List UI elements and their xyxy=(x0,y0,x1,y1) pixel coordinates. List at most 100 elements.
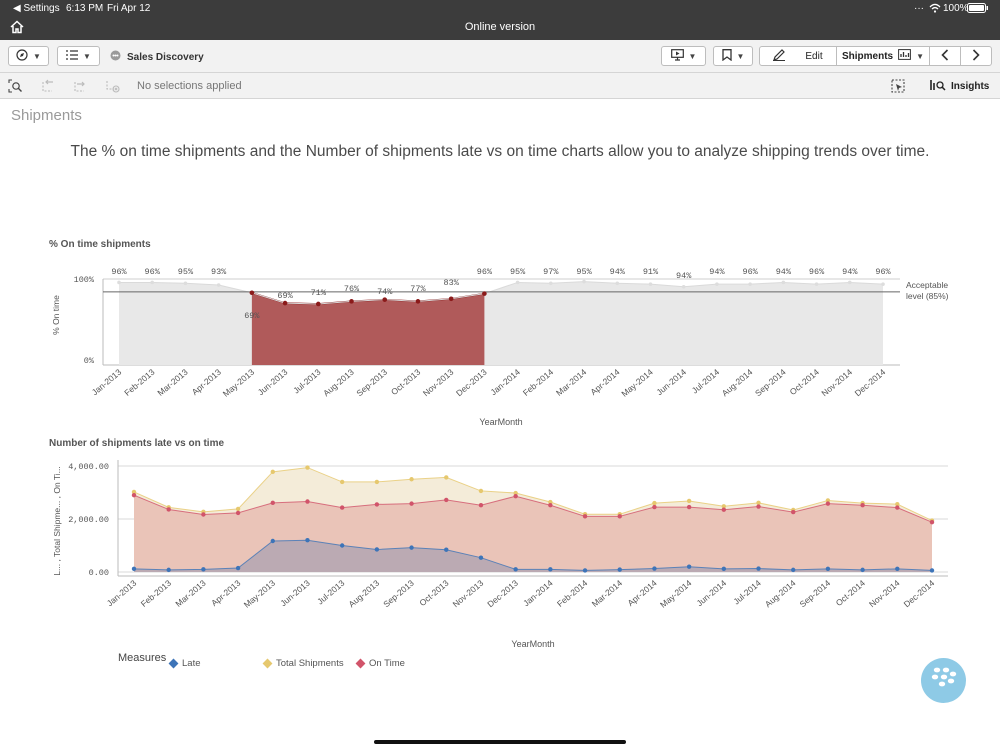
x-tick-label: Jan-2013 xyxy=(90,367,124,398)
point-total-shipments xyxy=(444,475,449,480)
insights-button[interactable]: Insights xyxy=(930,79,989,94)
data-point xyxy=(415,299,421,304)
navigation-menu-button[interactable]: ▼ xyxy=(8,46,49,66)
x-tick-label: Jun-2014 xyxy=(654,367,688,398)
presentation-icon xyxy=(670,48,684,64)
x-tick-label: Apr-2014 xyxy=(588,367,621,397)
present-button[interactable]: ▼ xyxy=(661,46,706,66)
selections-bar: No selections applied Insights xyxy=(0,73,1000,99)
point-total-shipments xyxy=(374,479,380,485)
x-tick-label: Apr-2014 xyxy=(626,578,659,608)
blackberry-icon xyxy=(930,667,958,694)
x-tick-label: May-2013 xyxy=(242,578,278,610)
app-bar: Online version xyxy=(0,16,1000,40)
pencil-icon xyxy=(773,48,786,64)
point-late xyxy=(478,555,484,560)
step-back-icon[interactable] xyxy=(41,79,55,93)
app-name[interactable]: Sales Discovery xyxy=(110,50,204,64)
point-late xyxy=(444,547,449,552)
point-on-time xyxy=(617,514,622,519)
x-tick-label: Feb-2014 xyxy=(555,578,590,609)
sheet-list-button[interactable]: ▼ xyxy=(57,46,100,66)
legend-marker xyxy=(168,658,179,669)
data-point xyxy=(748,282,752,286)
status-date: Fri Apr 12 xyxy=(107,3,151,14)
more-dots-icon: ··· xyxy=(914,3,924,14)
late-vs-on-time-chart[interactable]: 4,000.00 2,000.00 0.00 L... , Total Shipme.… xyxy=(0,450,1000,655)
y-axis-title: L... , Total Shipme... , On Ti... xyxy=(52,466,62,575)
clear-selections-icon[interactable] xyxy=(106,79,120,93)
y-tick-label: 4,000.00 xyxy=(68,462,109,472)
data-label: 95% xyxy=(178,267,194,277)
data-label: 95% xyxy=(510,267,526,277)
point-on-time xyxy=(548,503,553,508)
data-label: 93% xyxy=(211,267,227,277)
legend-item-on-time[interactable]: On Time xyxy=(355,658,405,669)
selections-tool-icon[interactable] xyxy=(891,79,905,93)
next-sheet-button[interactable] xyxy=(960,46,992,66)
settings-back-link[interactable]: ◀ Settings xyxy=(13,3,60,14)
data-label: 96% xyxy=(145,267,161,277)
data-label: 69% xyxy=(277,291,293,301)
step-forward-icon[interactable] xyxy=(73,79,87,93)
home-icon[interactable] xyxy=(10,20,26,36)
data-point xyxy=(681,284,686,289)
sheet-selector-button[interactable]: Shipments ▼ xyxy=(836,46,930,66)
point-total-shipments xyxy=(235,506,241,512)
point-late xyxy=(131,566,137,572)
point-on-time xyxy=(235,510,241,516)
battery-icon xyxy=(967,3,989,16)
blackberry-button[interactable] xyxy=(921,658,966,703)
x-tick-label: Jul-2013 xyxy=(291,367,323,396)
x-tick-label: Mar-2014 xyxy=(590,578,625,609)
intro-text: The % on time shipments and the Number o… xyxy=(70,143,930,160)
data-label: 69% xyxy=(244,311,260,321)
chevron-down-icon: ▼ xyxy=(33,51,41,61)
app-title: Online version xyxy=(464,21,536,33)
smart-search-icon[interactable] xyxy=(8,79,22,93)
on-time-area-normal xyxy=(119,281,883,365)
legend-item-total-shipments[interactable]: Total Shipments xyxy=(262,658,344,669)
home-indicator[interactable] xyxy=(374,740,626,744)
point-on-time xyxy=(929,519,935,525)
point-on-time xyxy=(270,500,275,506)
point-late xyxy=(513,567,518,572)
data-label: 74% xyxy=(377,287,393,297)
point-late xyxy=(686,564,692,569)
x-tick-label: Oct-2013 xyxy=(417,578,450,608)
x-tick-label: Aug-2014 xyxy=(763,578,798,610)
x-tick-label: Sep-2014 xyxy=(798,578,833,610)
legend-item-late[interactable]: Late xyxy=(168,658,201,669)
previous-sheet-button[interactable] xyxy=(929,46,961,66)
point-late xyxy=(617,567,622,572)
point-on-time xyxy=(339,505,345,510)
data-label: 95% xyxy=(576,267,592,277)
point-late xyxy=(305,538,310,543)
bookmark-button[interactable]: ▼ xyxy=(713,46,753,66)
x-tick-label: Jun-2013 xyxy=(256,367,290,398)
x-tick-label: Jul-2014 xyxy=(690,367,722,396)
point-on-time xyxy=(860,503,865,508)
x-tick-label: May-2014 xyxy=(658,578,694,610)
x-tick-label: Oct-2014 xyxy=(788,367,821,397)
data-label: 76% xyxy=(344,284,360,294)
edit-button[interactable]: Edit xyxy=(759,46,837,66)
x-tick-label: Nov-2014 xyxy=(867,578,902,610)
data-point xyxy=(382,297,388,302)
x-axis-title: YearMonth xyxy=(479,417,522,427)
legend-label: Late xyxy=(182,658,201,669)
point-on-time xyxy=(444,497,449,503)
point-late xyxy=(652,566,657,571)
data-point xyxy=(515,280,520,285)
data-point xyxy=(249,290,255,296)
point-late xyxy=(791,567,796,573)
insights-label: Insights xyxy=(951,81,990,92)
point-total-shipments xyxy=(131,489,137,495)
x-tick-label: Jul-2014 xyxy=(731,578,763,607)
chart-title-late-vs-on-time: Number of shipments late vs on time xyxy=(49,438,225,449)
point-late xyxy=(582,568,588,573)
point-on-time xyxy=(582,514,588,519)
x-tick-label: Jun-2014 xyxy=(695,578,729,609)
list-icon xyxy=(66,49,79,63)
